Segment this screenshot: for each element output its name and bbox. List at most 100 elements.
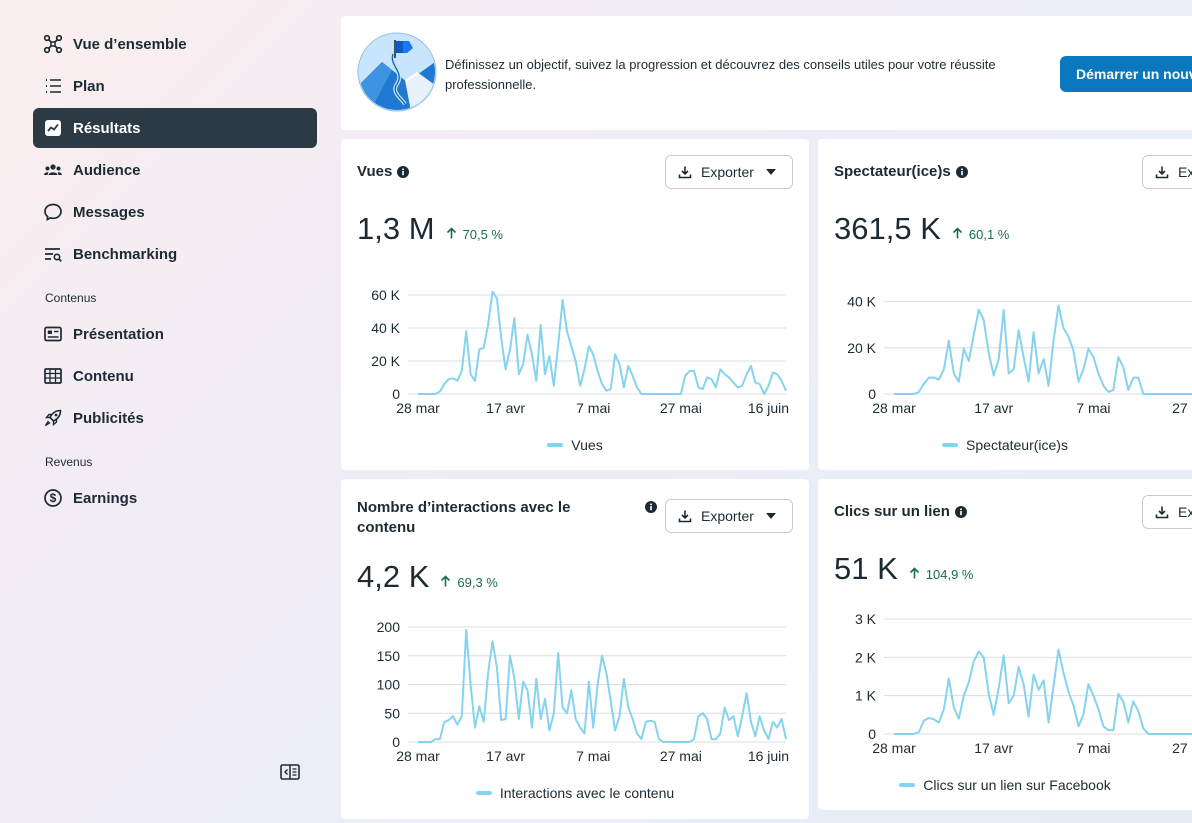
x-tick-label: 7 mai xyxy=(1076,740,1110,756)
card-title: Clics sur un lien xyxy=(834,503,967,520)
plan-list-icon xyxy=(33,76,73,96)
y-tick-label: 0 xyxy=(868,386,876,402)
sidebar-item-earnings[interactable]: $ Earnings xyxy=(33,478,317,518)
x-tick-label: 7 mai xyxy=(576,748,610,764)
y-tick-label: 0 xyxy=(392,386,400,402)
x-tick-label: 27 mai xyxy=(660,400,702,416)
download-icon xyxy=(1155,506,1169,519)
x-tick-label: 17 avr xyxy=(486,748,525,764)
y-tick-label: 40 K xyxy=(371,320,400,336)
series-line xyxy=(418,628,787,743)
metric-delta: 70,5 % xyxy=(462,227,504,242)
series-line xyxy=(894,304,1192,395)
y-tick-label: 2 K xyxy=(855,649,877,665)
x-tick-label: 28 mar xyxy=(872,400,916,416)
results-chart-icon xyxy=(33,118,73,138)
download-icon xyxy=(1155,166,1169,179)
export-button[interactable]: Exporter xyxy=(1142,155,1192,189)
chart-legend: Spectateur(ice)s xyxy=(818,437,1192,453)
sidebar-item-contenu[interactable]: Contenu xyxy=(33,356,317,396)
metric-delta: 60,1 % xyxy=(968,227,1010,242)
chart-interactions: 0 50 100 150 200 28 mar 17 avr 7 mai 27 mai 16 ju… xyxy=(377,619,789,764)
sidebar-item-messages[interactable]: Messages xyxy=(33,192,317,232)
legend-label: Spectateur(ice)s xyxy=(966,437,1068,453)
info-icon[interactable] xyxy=(954,505,967,518)
chart-vues: 0 20 K 40 K 60 K 28 mar 17 avr 7 mai 27 mai 16 j… xyxy=(371,287,789,416)
metric-delta: 104,9 % xyxy=(925,567,974,582)
presentation-icon xyxy=(33,324,73,344)
legend-label: Interactions avec le contenu xyxy=(499,785,675,801)
card-interactions: Nombre d’interactions avec le contenu Ex… xyxy=(341,479,809,819)
x-tick-label: 27 mai xyxy=(1172,400,1192,416)
card-vues: Vues Exporter 1,3 M 70,5 % 0 20 K 40 K 60 K… xyxy=(341,139,809,470)
metric-value: 4,2 K xyxy=(357,559,430,594)
card-spectateurs: Spectateur(ice)s Exporter 361,5 K 60,1 %… xyxy=(818,139,1192,470)
sidebar-item-publicites[interactable]: Publicités xyxy=(33,398,317,438)
collapse-sidebar-icon[interactable] xyxy=(279,762,301,782)
sidebar: Vue d’ensemble Plan Résultats Audience M… xyxy=(0,0,330,823)
legend-swatch xyxy=(942,443,959,447)
x-tick-label: 17 avr xyxy=(486,400,525,416)
chart-legend: Vues xyxy=(341,437,809,453)
export-button[interactable]: Exporter xyxy=(665,499,793,533)
card-title: Spectateur(ice)s xyxy=(834,163,968,180)
sidebar-item-plan[interactable]: Plan xyxy=(33,66,317,106)
messages-icon xyxy=(33,202,73,222)
audience-icon xyxy=(33,160,73,180)
metric-value: 1,3 M xyxy=(357,211,435,246)
metric: 1,3 M 70,5 % xyxy=(357,211,503,247)
export-label: Exporter xyxy=(1178,504,1192,520)
y-tick-label: 0 xyxy=(868,726,876,742)
arrow-up-icon xyxy=(952,227,962,239)
x-tick-label: 16 juin xyxy=(748,400,789,416)
section-label-revenus: Revenus xyxy=(45,455,93,469)
export-button[interactable]: Exporter xyxy=(665,155,793,189)
info-icon[interactable] xyxy=(955,165,968,178)
sidebar-item-label: Vue d’ensemble xyxy=(73,35,187,53)
y-tick-label: 20 K xyxy=(847,340,876,356)
sidebar-item-audience[interactable]: Audience xyxy=(33,150,317,190)
legend-swatch xyxy=(547,443,564,447)
y-tick-label: 20 K xyxy=(371,353,400,369)
download-icon xyxy=(678,166,692,179)
y-tick-label: 0 xyxy=(392,734,400,750)
arrow-up-icon xyxy=(446,227,456,239)
x-tick-label: 7 mai xyxy=(576,400,610,416)
card-title-text: Vues xyxy=(357,163,393,180)
goal-flag-illustration-icon xyxy=(357,32,437,112)
sidebar-item-label: Earnings xyxy=(73,489,138,507)
x-tick-label: 28 mar xyxy=(396,400,440,416)
sidebar-item-vue-ensemble[interactable]: Vue d’ensemble xyxy=(33,24,317,64)
info-icon[interactable] xyxy=(645,501,657,513)
info-icon[interactable] xyxy=(397,165,410,178)
x-tick-label: 17 avr xyxy=(974,740,1013,756)
sidebar-item-label: Plan xyxy=(73,77,105,95)
start-new-goal-button[interactable]: Démarrer un nouveau xyxy=(1060,56,1192,92)
x-tick-label: 16 juin xyxy=(748,748,789,764)
y-tick-label: 200 xyxy=(377,619,401,635)
metric: 51 K 104,9 % xyxy=(834,551,973,587)
sidebar-item-presentation[interactable]: Présentation xyxy=(33,314,317,354)
export-label: Exporter xyxy=(1178,164,1192,180)
x-tick-label: 28 mar xyxy=(396,748,440,764)
caret-down-icon xyxy=(765,513,776,519)
sidebar-item-resultats[interactable]: Résultats xyxy=(33,108,317,148)
y-tick-label: 3 K xyxy=(855,611,877,627)
arrow-up-icon xyxy=(909,567,919,579)
arrow-up-icon xyxy=(441,575,451,587)
section-label-contenus: Contenus xyxy=(45,291,97,305)
metric-value: 51 K xyxy=(834,551,898,586)
series-line xyxy=(894,648,1192,735)
export-button[interactable]: Exporter xyxy=(1142,495,1192,529)
legend-swatch xyxy=(475,791,492,795)
sidebar-item-benchmarking[interactable]: Benchmarking xyxy=(33,234,317,274)
export-label: Exporter xyxy=(701,164,754,180)
dollar-icon: $ xyxy=(33,488,73,508)
card-title-text: Spectateur(ice)s xyxy=(834,163,951,180)
banner-description: Définissez un objectif, suivez la progre… xyxy=(445,57,996,92)
card-clics: Clics sur un lien Exporter 51 K 104,9 % … xyxy=(818,479,1192,810)
x-tick-label: 27 mai xyxy=(660,748,702,764)
y-tick-label: 1 K xyxy=(855,688,877,704)
sidebar-item-label: Audience xyxy=(73,161,141,179)
svg-text:$: $ xyxy=(50,491,57,505)
